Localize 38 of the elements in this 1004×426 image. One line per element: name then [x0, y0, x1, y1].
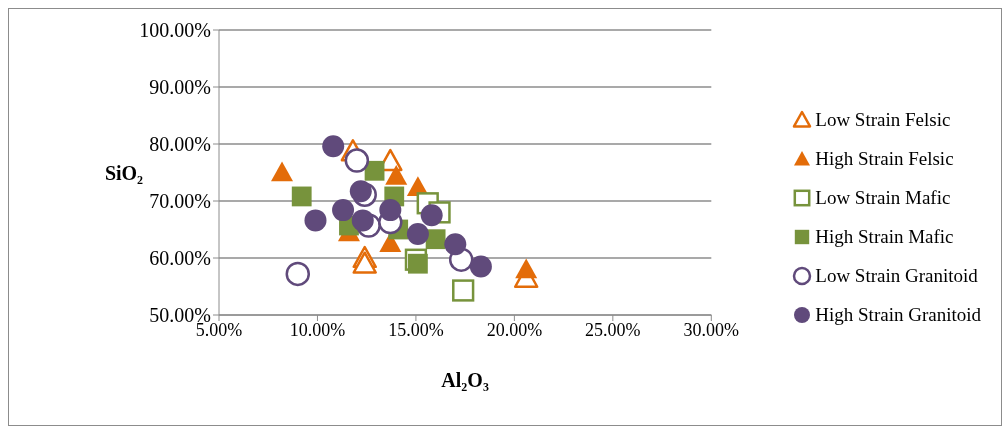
point — [406, 223, 429, 246]
point — [285, 261, 311, 287]
legend-label: Low Strain Granitoid — [815, 264, 978, 287]
legend-label: High Strain Mafic — [815, 225, 954, 248]
point — [351, 209, 374, 232]
point — [349, 180, 372, 203]
x-axis-title: Al₂O₃ — [441, 369, 489, 391]
y-axis-title: SiO₂ — [104, 161, 144, 184]
x-tick-label: 20.00% — [486, 319, 543, 340]
point — [452, 279, 475, 302]
point — [344, 148, 370, 173]
y-tick-label: 90.00% — [149, 76, 211, 99]
point — [352, 251, 377, 274]
y-tick-label: 70.00% — [149, 190, 211, 213]
y-tick-label: 100.00% — [139, 19, 211, 42]
point — [332, 199, 355, 222]
legend-label: High Strain Granitoid — [815, 303, 981, 326]
point — [291, 186, 312, 207]
x-tick-label: 30.00% — [683, 319, 740, 340]
point — [322, 135, 345, 158]
x-tick-label: 15.00% — [388, 319, 444, 340]
point — [379, 199, 402, 222]
x-tick-label: 25.00% — [585, 319, 641, 340]
y-tick-label: 60.00% — [149, 247, 211, 270]
point — [444, 233, 467, 256]
legend-label: Low Strain Mafic — [815, 186, 951, 209]
point — [469, 255, 492, 278]
point — [271, 161, 294, 182]
point — [407, 253, 428, 274]
x-tick-label: 10.00% — [289, 319, 346, 340]
point — [304, 209, 327, 232]
legend-label: High Strain Felsic — [815, 147, 954, 170]
y-tick-label: 80.00% — [149, 133, 211, 156]
point — [515, 258, 538, 279]
point — [364, 160, 385, 181]
legend-label: Low Strain Felsic — [815, 108, 951, 131]
point — [385, 164, 408, 185]
point — [420, 204, 443, 227]
